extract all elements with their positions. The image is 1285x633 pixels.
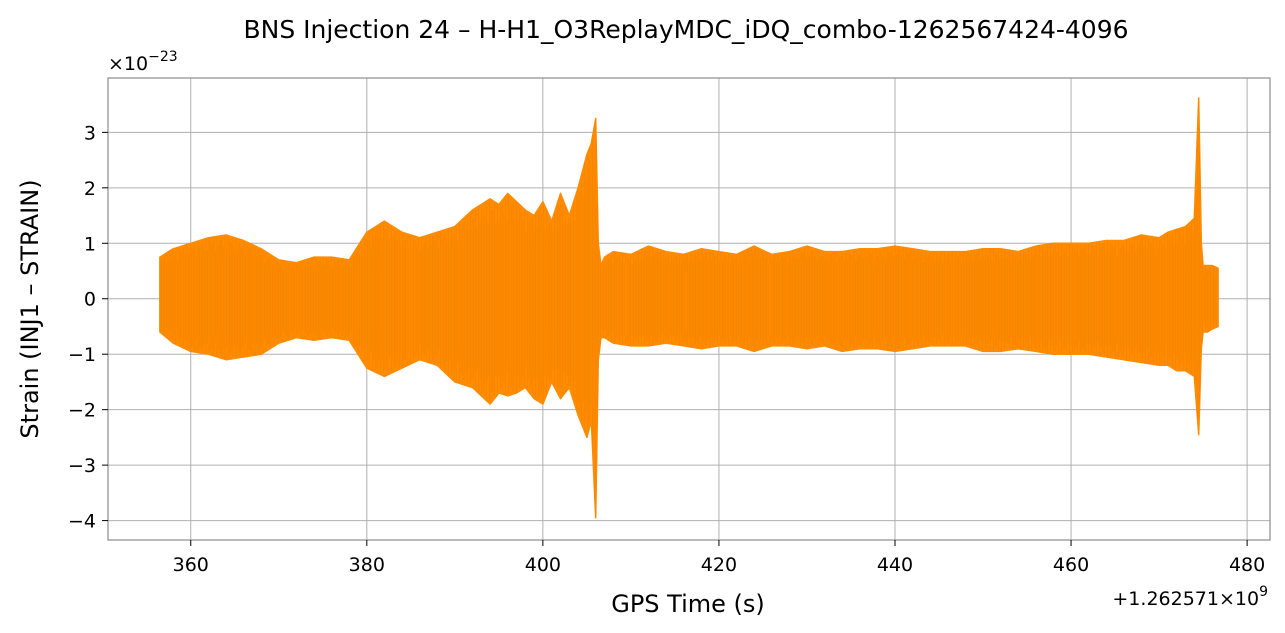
chart-title: BNS Injection 24 – H-H1_O3ReplayMDC_iDQ_… (243, 15, 1128, 44)
x-tick-label: 480 (1229, 554, 1265, 576)
y-axis-scale-label: ×10−23 (108, 49, 178, 75)
y-tick-label: −3 (68, 455, 96, 477)
x-axis-offset-base: +1.262571×10 (1112, 588, 1259, 610)
x-tick-label: 380 (349, 554, 385, 576)
x-axis-ticks: 360 380 400 420 440 460 480 (173, 540, 1265, 576)
y-axis-ticks: −4 −3 −2 −1 0 1 2 3 (68, 122, 108, 533)
x-axis-offset-label: +1.262571×109 (1112, 584, 1268, 610)
x-tick-label: 440 (877, 554, 913, 576)
y-tick-label: 2 (84, 178, 96, 200)
plot-frame (107, 77, 1271, 541)
x-tick-label: 460 (1053, 554, 1089, 576)
x-axis-label: GPS Time (s) (611, 590, 765, 618)
x-tick-label: 360 (173, 554, 209, 576)
y-axis-scale-exponent: −23 (148, 49, 178, 65)
y-tick-label: 3 (84, 122, 96, 144)
y-axis-scale-base: ×10 (108, 53, 148, 75)
x-tick-label: 420 (701, 554, 737, 576)
y-tick-label: −1 (68, 344, 96, 366)
x-axis-offset-exponent: 9 (1259, 584, 1268, 600)
strain-oscillation (159, 120, 1218, 516)
y-tick-label: −4 (68, 511, 96, 533)
y-tick-label: 1 (84, 233, 96, 255)
y-tick-label: −2 (68, 400, 96, 422)
x-tick-label: 400 (525, 554, 561, 576)
y-axis-label: Strain (INJ1 – STRAIN) (16, 179, 44, 438)
y-tick-label: 0 (84, 289, 96, 311)
data-layer (159, 97, 1219, 519)
